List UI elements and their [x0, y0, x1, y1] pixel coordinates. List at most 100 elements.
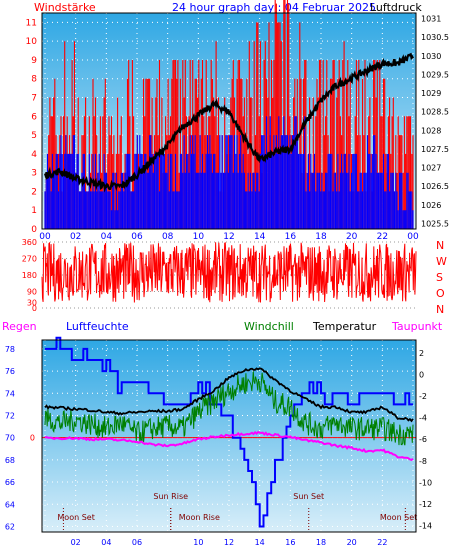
pressure-tick-label: 1029	[421, 89, 441, 98]
luftfeuchte-label: Luftfeuchte	[66, 320, 129, 333]
time-tick-label: 08	[162, 232, 174, 242]
time-tick-label: 00	[407, 232, 419, 242]
time-tick-label: 06	[131, 232, 143, 242]
pressure-tick-label: 1027.5	[421, 145, 449, 154]
compass-label: N	[436, 303, 444, 316]
dewpoint-line	[44, 430, 414, 462]
time-tick-label: 04	[101, 232, 113, 242]
lower-time-tick-label: 06	[132, 538, 142, 547]
wind-tick-label: 0	[31, 225, 37, 235]
pressure-tick-label: 1030	[421, 52, 441, 61]
lower-time-tick-label: 20	[347, 538, 357, 547]
lower-time-tick-label: 02	[71, 538, 81, 547]
pressure-tick-label: 1030.5	[421, 33, 449, 42]
wind-tick-label: 9	[31, 56, 37, 66]
temperature-humidity-frame	[41, 339, 417, 533]
lower-time-tick-label: 22	[377, 538, 387, 547]
humidity-tick-label: 74	[5, 389, 15, 398]
temperature-tick-label: 0	[419, 371, 424, 380]
regen-label: Regen	[2, 320, 37, 333]
pressure-tick-label: 1029.5	[421, 70, 449, 79]
temperature-tick-label: -14	[419, 522, 432, 531]
event-label: Sun Rise	[153, 492, 188, 501]
graph-title: 24 hour graph day : 04 Februar 2025	[172, 1, 376, 14]
temperature-tick-label: -4	[419, 414, 427, 423]
wind-pressure-frame	[41, 12, 417, 230]
direction-tick-label: 360	[22, 238, 37, 247]
time-tick-label: 18	[315, 232, 327, 242]
lower-time-tick-label: 14	[255, 538, 265, 547]
time-tick-label: 02	[70, 232, 81, 242]
event-label: Sun Set	[293, 492, 324, 501]
compass-label: N	[436, 239, 444, 252]
temperature-tick-label: -12	[419, 500, 432, 509]
humidity-tick-label: 78	[5, 345, 15, 354]
pressure-tick-label: 1026.5	[421, 182, 449, 191]
humidity-tick-label: 76	[5, 367, 15, 376]
temperature-tick-label: -6	[419, 435, 427, 444]
humidity-tick-label: 62	[5, 522, 15, 531]
time-tick-label: 20	[346, 232, 358, 242]
luftdruck-label: Luftdruck	[370, 1, 422, 14]
pressure-tick-label: 1028	[421, 126, 441, 135]
windchill-line	[44, 371, 414, 446]
humidity-tick-label: 66	[5, 478, 15, 487]
event-label: Moon Set	[380, 513, 417, 522]
time-tick-label: 14	[254, 232, 266, 242]
event-label: Moon Set	[57, 513, 94, 522]
compass-label: O	[436, 287, 445, 300]
wind-tick-label: 10	[26, 37, 38, 47]
pressure-tick-label: 1027	[421, 164, 441, 173]
wind-tick-label: 4	[31, 150, 37, 160]
wind-tick-label: 8	[31, 75, 37, 85]
temperature-tick-label: 2	[419, 349, 424, 358]
time-tick-label: 22	[377, 232, 388, 242]
wind-tick-label: 7	[31, 94, 37, 104]
humidity-tick-label: 72	[5, 411, 15, 420]
direction-tick-label: 270	[22, 255, 37, 264]
pressure-axis-ticks: 1025.5 1026 1026.5 1027 1027.5 1028 1028.5 1029…	[421, 15, 449, 229]
direction-tick-label: 90	[27, 288, 37, 297]
lower-time-tick-label: 04	[101, 538, 111, 547]
compass-label: S	[436, 271, 443, 284]
time-tick-label: 10	[193, 232, 205, 242]
temperature-tick-label: -2	[419, 392, 427, 401]
lower-time-tick-label: 16	[285, 538, 295, 547]
lower-time-tick-label: 10	[193, 538, 203, 547]
regen-tick-label: 0	[30, 434, 35, 443]
wind-tick-label: 1	[31, 206, 37, 216]
pressure-tick-label: 1031	[421, 15, 441, 24]
time-axis-ticks: 00 02 04 06 08 10 12 14 16 18 20 22 00	[39, 232, 419, 242]
direction-tick-label: 30	[27, 299, 37, 308]
event-label: Moon Rise	[179, 513, 220, 522]
time-tick-label: 12	[223, 232, 234, 242]
temperature-tick-label: -10	[419, 478, 432, 487]
wind-direction-trace	[41, 241, 417, 303]
humidity-tick-label: 68	[5, 456, 15, 465]
wind-bars	[44, 0, 414, 229]
temperature-axis-ticks: 2 0 -2 -4 -6 -8 -10 -12 -14	[419, 349, 432, 531]
temperature-line	[44, 367, 414, 423]
humidity-axis-ticks: 62 64 66 68 70 72 74 76 78 0	[5, 345, 35, 532]
humidity-tick-label: 70	[5, 434, 15, 443]
compass-label: W	[436, 255, 447, 268]
humidity-line	[45, 336, 413, 528]
wind-average-bars	[44, 116, 414, 229]
wind-axis-ticks: 0 1 2 3 4 5 6 7 8 9 10 11	[26, 18, 38, 235]
wind-tick-label: 6	[31, 112, 37, 122]
direction-tick-label: 0	[32, 304, 37, 313]
pressure-tick-label: 1025.5	[421, 219, 449, 228]
time-tick-label: 00	[39, 232, 51, 242]
temperature-tick-label: -8	[419, 457, 427, 466]
wind-tick-label: 5	[31, 131, 37, 141]
taupunkt-label: Taupunkt	[391, 320, 443, 333]
wind-tick-label: 2	[31, 187, 37, 197]
pressure-line	[43, 52, 414, 193]
windchill-label: Windchill	[244, 320, 294, 333]
temperatur-label: Temperatur	[312, 320, 377, 333]
astronomy-events: Moon Set Sun Rise Moon Rise Sun Set Moon Set	[57, 492, 417, 532]
direction-tick-label: 180	[22, 271, 37, 280]
